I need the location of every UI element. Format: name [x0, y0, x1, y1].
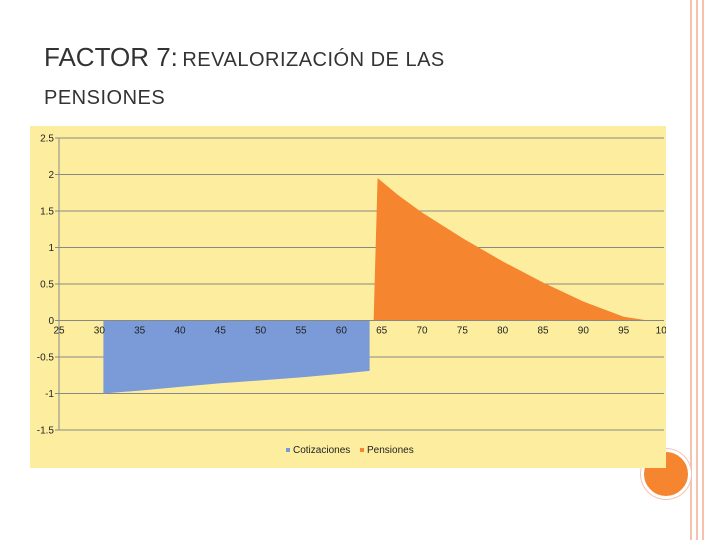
area-cotizaciones [103, 320, 370, 394]
y-tick-label: 0.5 [40, 280, 54, 291]
x-tick-label: 25 [53, 326, 65, 337]
legend-swatch-cotizaciones [286, 448, 290, 452]
title-part-2: REVALORIZACIÓN DE LAS [182, 49, 445, 71]
y-tick-label: 1.5 [40, 207, 54, 218]
x-tick-label: 35 [134, 326, 146, 337]
x-tick-label: 60 [336, 326, 348, 337]
x-tick-label: 95 [618, 326, 630, 337]
x-tick-label: 90 [578, 326, 590, 337]
y-tick-label: 2.5 [40, 134, 54, 145]
x-tick-label: 65 [376, 326, 388, 337]
decorative-line-left [690, 0, 692, 540]
x-tick-label: 100 [656, 326, 666, 337]
x-tick-label: 70 [416, 326, 428, 337]
title-part-3: PENSIONES [44, 87, 166, 109]
title-part-1: FACTOR 7: [44, 42, 178, 72]
slide-title: FACTOR 7: REVALORIZACIÓN DE LAS PENSIONE… [44, 38, 644, 113]
legend-swatch-pensiones [360, 448, 364, 452]
y-tick-label: -0.5 [37, 353, 55, 364]
x-tick-label: 85 [537, 326, 549, 337]
x-tick-label: 50 [255, 326, 267, 337]
decorative-line-right [702, 0, 704, 540]
legend: Cotizaciones Pensiones [286, 445, 414, 456]
x-tick-label: 55 [295, 326, 307, 337]
x-tick-label: 30 [94, 326, 106, 337]
y-tick-label: 2 [48, 170, 54, 181]
y-tick-labels: -1.5 -1 -0.5 0 0.5 1 1.5 2 2.5 [37, 134, 55, 437]
legend-label-cotizaciones: Cotizaciones [293, 445, 350, 456]
x-tick-label: 80 [497, 326, 509, 337]
x-tick-labels: 25 30 35 40 45 50 55 60 65 70 75 80 85 90 95 100 [53, 326, 666, 337]
y-tick-label: 0 [48, 316, 54, 327]
decorative-line-mid [696, 0, 698, 540]
y-tick-label: -1 [45, 389, 54, 400]
area-series [103, 178, 648, 394]
x-tick-label: 45 [215, 326, 227, 337]
y-tick-label: -1.5 [37, 426, 55, 437]
y-tick-label: 1 [48, 243, 54, 254]
x-tick-label: 40 [174, 326, 186, 337]
area-pensiones [373, 178, 648, 321]
x-tick-label: 75 [457, 326, 469, 337]
chart: -1.5 -1 -0.5 0 0.5 1 1.5 2 2.5 25 30 35 40 45 50 55 60 6… [30, 126, 666, 468]
legend-label-pensiones: Pensiones [367, 445, 414, 456]
